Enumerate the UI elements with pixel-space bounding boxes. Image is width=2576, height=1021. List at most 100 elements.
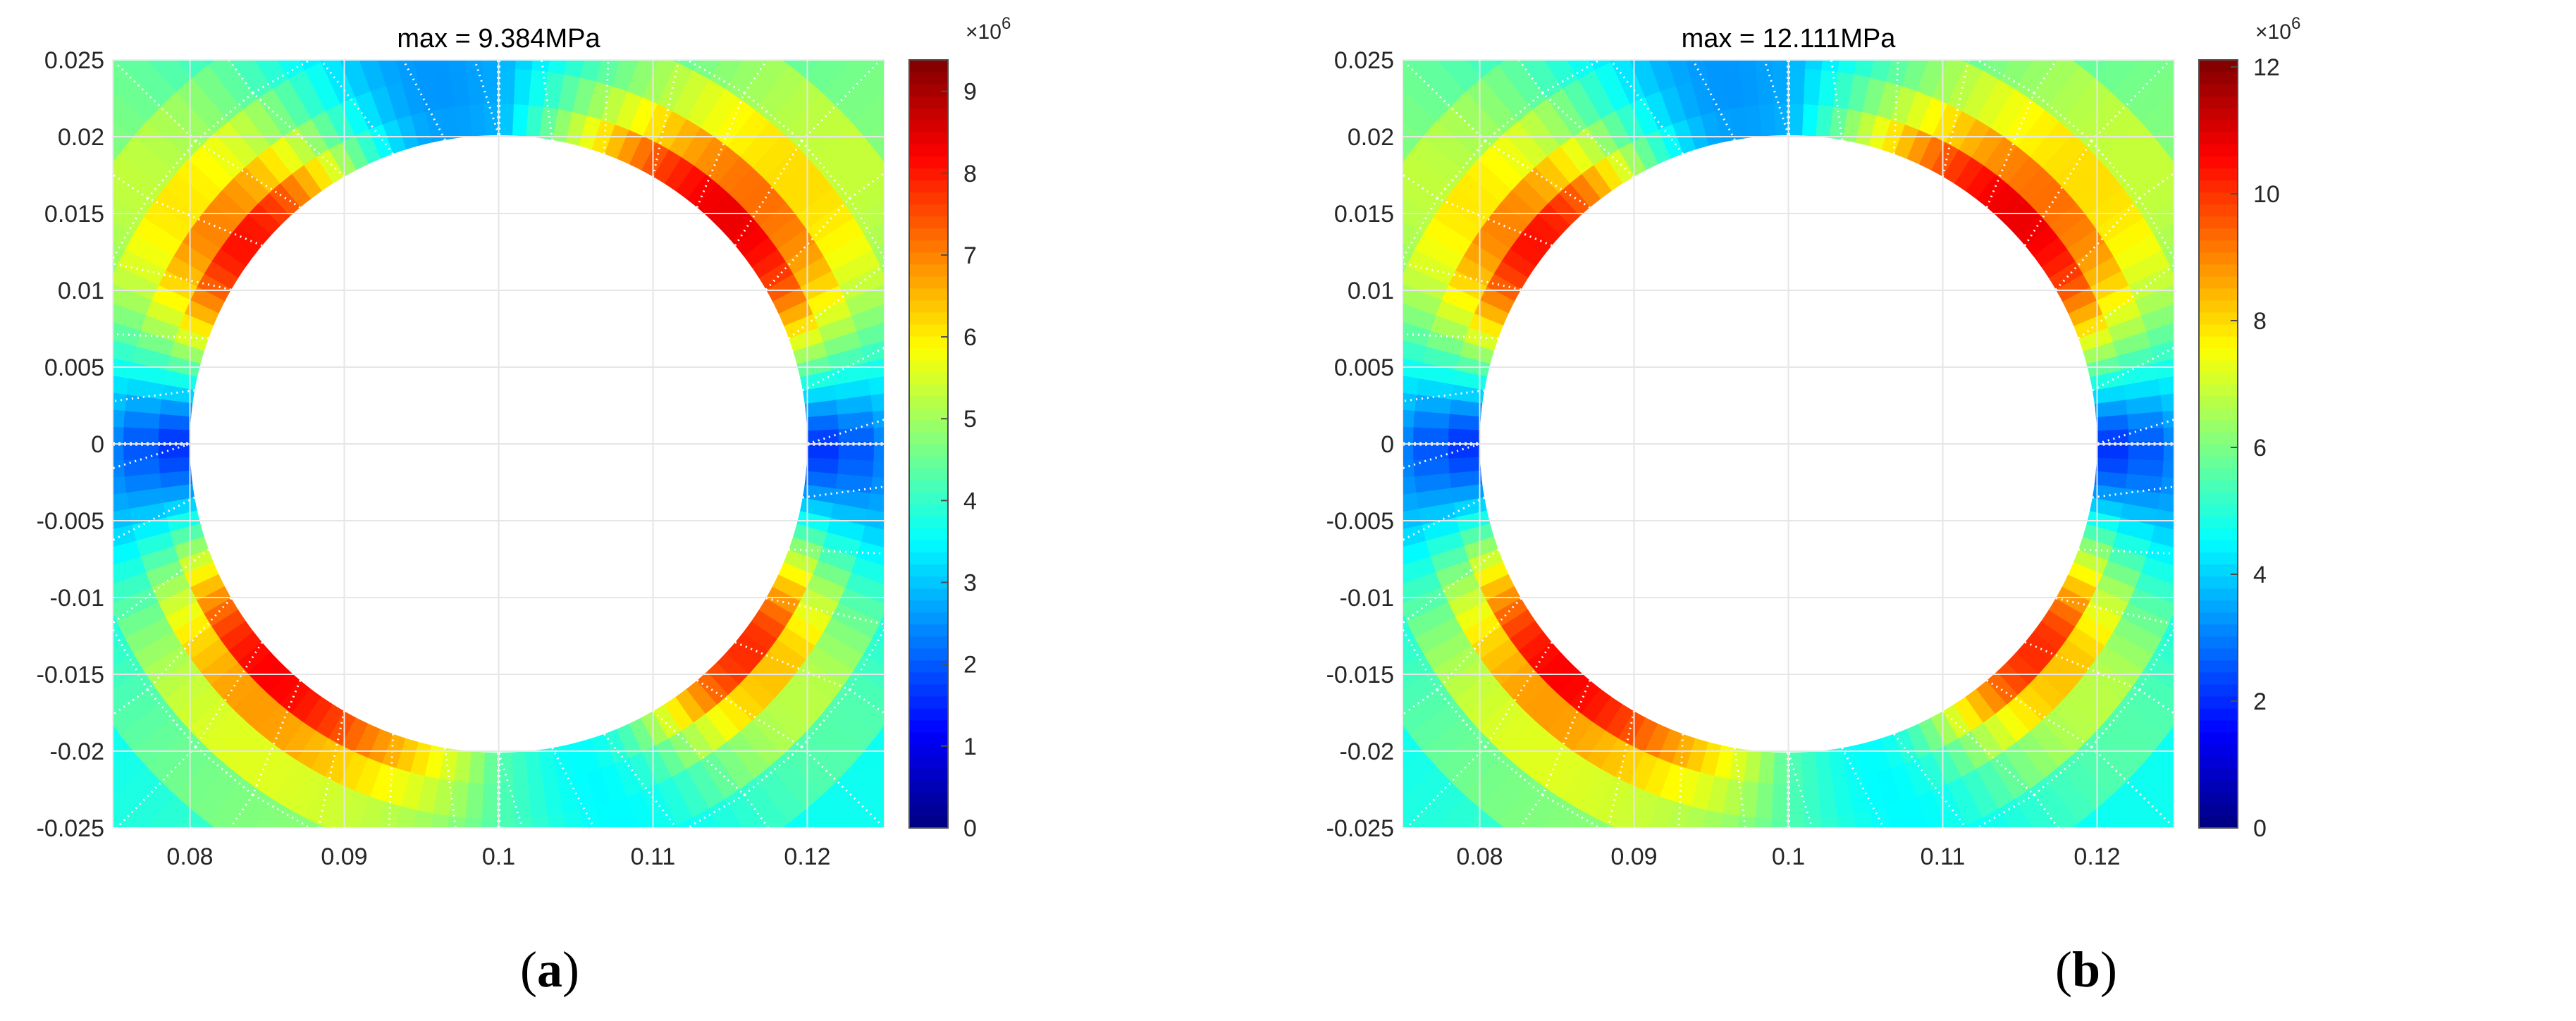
field-cell	[2108, 60, 2174, 107]
mesh-edge	[536, 0, 544, 17]
field-cell	[428, 60, 450, 75]
field-cell	[221, 0, 278, 32]
field-cell	[2236, 121, 2260, 150]
field-cell	[725, 787, 772, 828]
y-tick-label: 0.01	[1348, 278, 1394, 304]
field-cell	[1491, 0, 1550, 42]
field-cell	[2145, 319, 2174, 347]
mesh-edge	[1899, 858, 1930, 966]
field-cell	[1343, 85, 1369, 113]
field-cell	[1013, 249, 1031, 279]
colorbar-segment	[909, 419, 948, 433]
mesh-edge	[0, 555, 85, 585]
field-cell	[1290, 547, 1328, 589]
colorbar-tick-label: 12	[2253, 54, 2280, 81]
field-cell	[113, 409, 125, 431]
colorbar-segment	[2199, 683, 2238, 697]
field-cell	[352, 0, 390, 43]
field-cell	[1540, 60, 1579, 91]
field-cell	[1818, 60, 1839, 73]
field-cell	[1497, 777, 1550, 828]
field-cell	[1785, 60, 1806, 69]
field-cell	[708, 939, 738, 960]
field-cell	[273, 60, 304, 81]
field-cell	[23, 481, 81, 509]
field-cell	[1403, 120, 1423, 156]
field-cell	[730, 929, 759, 950]
colorbar-segment	[2199, 84, 2238, 97]
field-cell	[1312, 382, 1371, 410]
field-cell	[137, 1, 165, 26]
field-cell	[380, 910, 419, 984]
field-cell	[481, 819, 502, 828]
field-cell	[0, 326, 32, 364]
mesh-edge	[1969, 832, 2019, 934]
field-cell	[0, 234, 57, 283]
field-cell	[1624, 900, 1668, 974]
field-cell	[545, 60, 567, 75]
mesh-edge	[801, 60, 882, 142]
field-cell	[2230, 605, 2305, 654]
field-cell	[1403, 476, 1417, 497]
colorbar-segment	[909, 204, 948, 217]
field-cell	[24, 683, 97, 741]
y-tick-label: 0	[91, 431, 104, 458]
mesh-edge	[2090, 745, 2174, 827]
panel-a: 0.08 0.09 0.1 0.11 0.12 -0.025 -0.02 -0.015 -0.0…	[0, 0, 1269, 1021]
colorbar-segment	[2199, 588, 2238, 601]
field-cell	[856, 319, 885, 347]
field-cell	[717, 0, 773, 30]
field-cell	[531, 815, 553, 828]
colorbar-segment	[2199, 540, 2238, 553]
mesh-edge	[1974, 60, 2035, 94]
colorbar-segment	[2199, 299, 2238, 313]
colorbar-segment	[2199, 791, 2238, 805]
field-cell	[1668, 979, 1696, 995]
field-cell	[1642, 0, 1680, 43]
field-cell	[1290, 302, 1327, 344]
field-cell	[660, 0, 709, 3]
field-cell	[445, 60, 467, 73]
field-cell	[1403, 340, 1426, 366]
colorbar-segment	[909, 60, 948, 73]
field-cell	[1764, 991, 1792, 1002]
x-tick-label: 0.11	[631, 843, 676, 870]
field-cell	[1033, 320, 1049, 349]
field-cell	[1290, 607, 1348, 657]
y-tick-label: 0.01	[58, 278, 104, 304]
field-cell	[821, 779, 885, 828]
field-cell	[773, 905, 802, 928]
field-cell	[1311, 462, 1369, 488]
field-cell	[1311, 423, 1368, 447]
field-cell	[1988, 0, 2041, 20]
colorbar-segment	[909, 456, 948, 469]
mesh-edge	[1403, 627, 1438, 691]
mesh-edge	[1561, 832, 1608, 935]
field-cell	[0, 676, 14, 705]
mesh-edge	[113, 197, 149, 261]
field-cell	[2323, 320, 2338, 349]
mesh-edge	[1969, 0, 2016, 56]
field-cell	[1403, 443, 1414, 464]
field-cell	[1953, 958, 1983, 976]
field-cell	[2027, 60, 2080, 111]
field-cell	[267, 877, 319, 952]
mesh-edge	[357, 0, 388, 30]
colorbar-tick-label: 10	[2253, 181, 2280, 208]
colorbar-segment	[909, 468, 948, 481]
field-cell	[1042, 488, 1056, 516]
field-cell	[1403, 376, 1419, 398]
colorbar-segment	[909, 516, 948, 529]
stress-contour-plot-b: 0.08 0.09 0.1 0.11 0.12 -0.025 -0.02 -0.015 -0.0…	[1290, 0, 2338, 1002]
colorbar-segment	[909, 695, 948, 709]
field-cell	[378, 979, 407, 995]
field-cell	[973, 694, 995, 723]
field-cell	[113, 221, 135, 252]
mesh-edge	[1403, 61, 1486, 142]
colorbar-segment	[2199, 156, 2238, 169]
field-cell	[21, 423, 78, 447]
field-cell	[0, 420, 21, 447]
x-tick-label: 0.11	[1921, 843, 1966, 870]
field-cell	[1436, 796, 1484, 828]
field-cell	[2174, 47, 2200, 73]
